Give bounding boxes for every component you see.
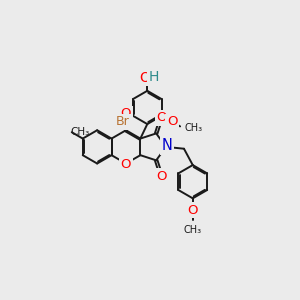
Text: O: O xyxy=(188,204,198,217)
Text: CH₃: CH₃ xyxy=(71,127,90,136)
Text: Br: Br xyxy=(116,115,129,128)
Text: CH₃: CH₃ xyxy=(184,123,202,133)
Text: O: O xyxy=(156,170,167,183)
Text: CH₃: CH₃ xyxy=(184,225,202,235)
Text: O: O xyxy=(121,158,131,171)
Text: N: N xyxy=(162,139,172,154)
Text: O: O xyxy=(167,115,177,128)
Text: O: O xyxy=(121,107,131,120)
Text: O: O xyxy=(140,71,150,85)
Text: H: H xyxy=(148,70,159,84)
Text: O: O xyxy=(156,111,167,124)
